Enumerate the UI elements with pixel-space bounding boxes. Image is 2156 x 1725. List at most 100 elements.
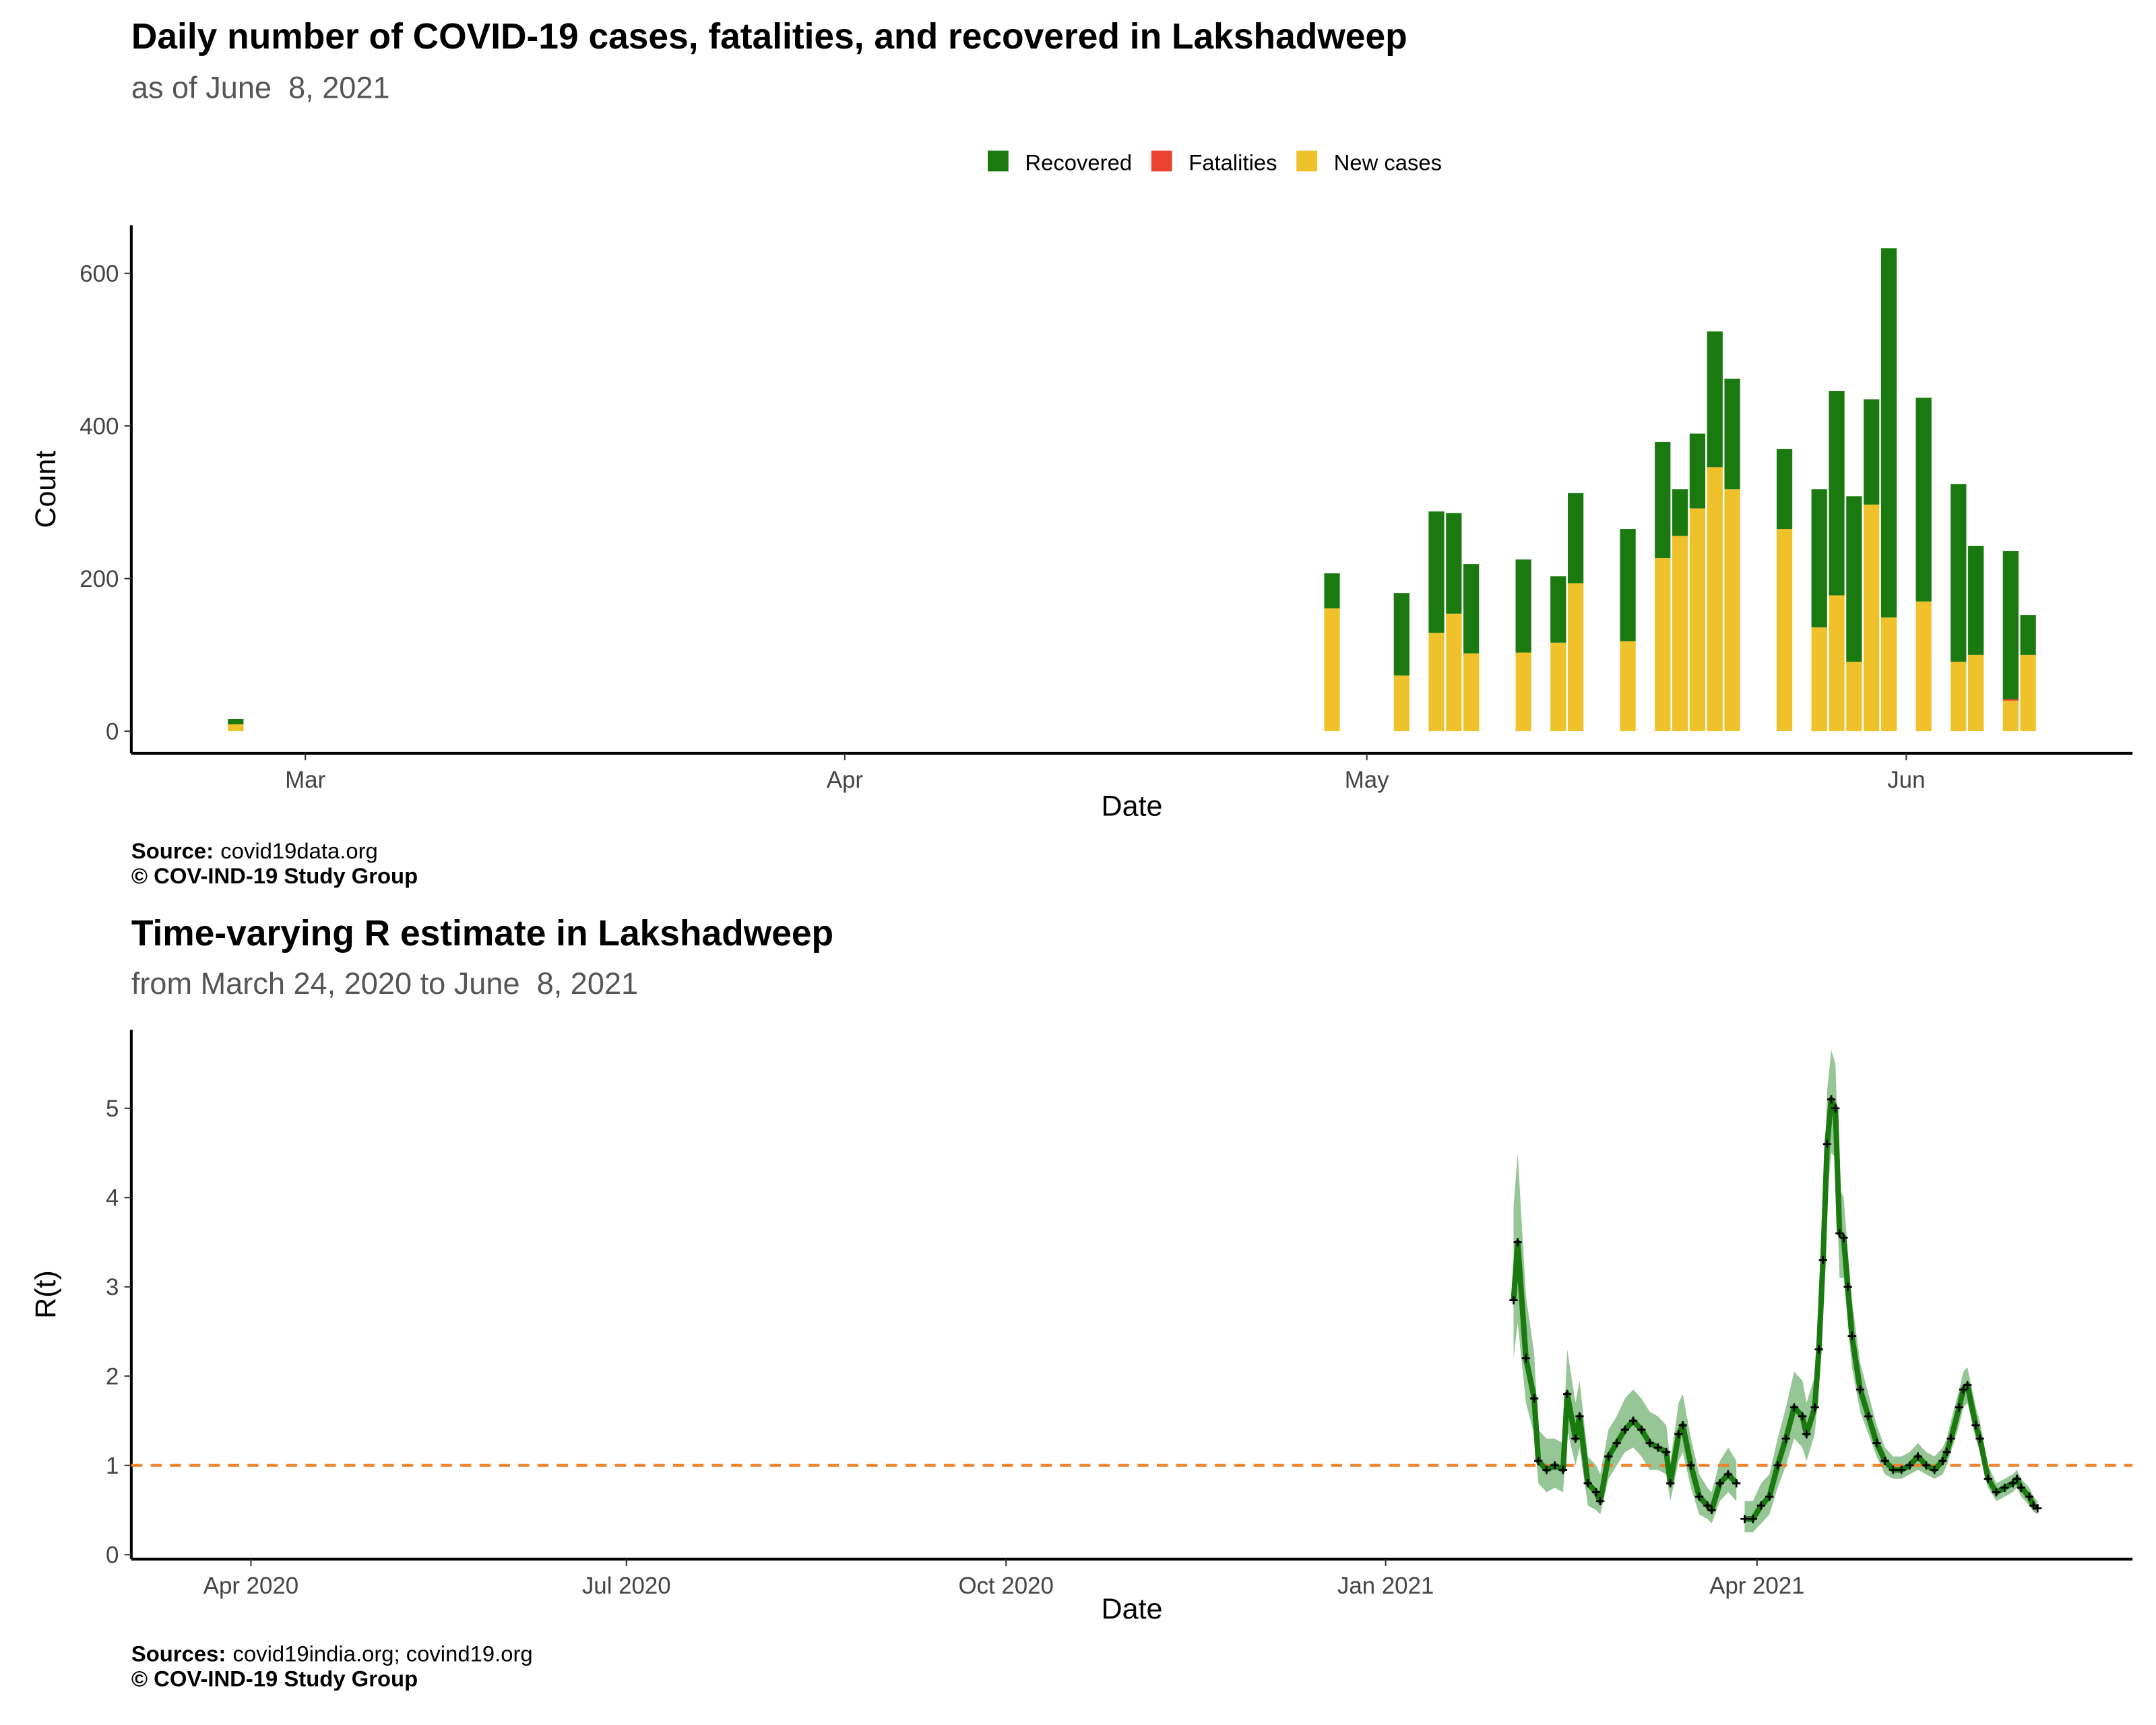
- point-marker: [1802, 1430, 1811, 1439]
- caption-label: Sources:: [131, 1641, 226, 1666]
- point-marker: [1595, 1497, 1605, 1505]
- point-marker: [2000, 1483, 2009, 1493]
- bar-segment: [1446, 613, 1462, 732]
- point-marker: [1963, 1381, 1972, 1389]
- bar-segment: [1446, 513, 1462, 614]
- point-marker: [1971, 1420, 1980, 1430]
- y-tick-label: 600: [80, 261, 119, 287]
- x-axis-label: Date: [1102, 1593, 1163, 1625]
- point-marker: [1818, 1255, 1827, 1265]
- bar-segment: [1393, 593, 1409, 676]
- caption-text: covid19india.org; covind19.org: [233, 1641, 533, 1666]
- point-marker: [1798, 1412, 1807, 1421]
- bar-segment: [1324, 608, 1340, 732]
- point-marker: [1922, 1461, 1931, 1470]
- point-marker: [1674, 1430, 1683, 1439]
- point-marker: [1575, 1412, 1584, 1421]
- x-tick-label: Apr 2020: [203, 1573, 298, 1599]
- point-marker: [1905, 1461, 1914, 1470]
- point-marker: [1889, 1466, 1898, 1474]
- point-marker: [1645, 1439, 1654, 1447]
- bar-segment: [1672, 489, 1688, 536]
- point-marker: [1872, 1439, 1881, 1447]
- point-marker: [1591, 1488, 1601, 1497]
- point-marker: [1835, 1229, 1844, 1238]
- point-marker: [1707, 1505, 1716, 1515]
- bar-segment: [1864, 504, 1880, 732]
- point-marker: [1781, 1434, 1790, 1443]
- confidence-band: [1744, 1050, 2038, 1533]
- point-marker: [1628, 1416, 1638, 1425]
- point-marker: [1678, 1420, 1687, 1430]
- bar-segment: [1567, 493, 1584, 584]
- bar-segment: [1655, 441, 1671, 559]
- point-marker: [1653, 1443, 1662, 1452]
- point-marker: [1637, 1425, 1646, 1434]
- bar-segment: [1811, 489, 1827, 628]
- y-tick-label: 1: [106, 1453, 119, 1479]
- point-marker: [1856, 1385, 1865, 1394]
- bar-segment: [1811, 627, 1827, 732]
- point-marker: [1620, 1425, 1630, 1434]
- point-marker: [1513, 1238, 1522, 1247]
- legend: Recovered Fatalities New cases: [988, 150, 1442, 175]
- x-tick-label: Apr 2021: [1709, 1573, 1804, 1599]
- bar-segment: [1880, 617, 1897, 732]
- point-marker: [1843, 1282, 1852, 1291]
- bar-segment: [2002, 700, 2019, 732]
- bar-segment: [1707, 467, 1723, 732]
- point-marker: [1942, 1447, 1951, 1457]
- bar-segment: [1393, 675, 1409, 732]
- point-marker: [1984, 1474, 1992, 1483]
- point-marker: [1897, 1466, 1906, 1474]
- legend-swatch: [1296, 150, 1318, 172]
- bar-segment: [228, 724, 244, 732]
- point-marker: [1955, 1403, 1964, 1412]
- bar-segment: [1620, 529, 1636, 641]
- point-marker: [1975, 1434, 1984, 1443]
- bar-segment: [1724, 378, 1740, 490]
- bar-segment: [1672, 536, 1688, 732]
- bar-segment: [1951, 662, 1967, 732]
- y-tick-label: 5: [106, 1096, 119, 1122]
- bar-segment: [1550, 642, 1566, 732]
- point-marker: [1992, 1488, 2001, 1497]
- bar-segment: [1846, 662, 1862, 732]
- legend-swatch: [988, 150, 1009, 172]
- bar-segment: [1776, 529, 1793, 732]
- bar-segment: [2020, 615, 2036, 655]
- legend-label: Fatalities: [1188, 150, 1277, 175]
- x-tick-label: Apr: [827, 767, 864, 793]
- point-marker: [1666, 1479, 1675, 1488]
- bar-segment: [228, 718, 244, 724]
- point-marker: [1789, 1403, 1799, 1412]
- point-marker: [1686, 1461, 1695, 1470]
- point-marker: [1831, 1104, 1840, 1112]
- point-marker: [1880, 1456, 1889, 1466]
- bar-segment: [1829, 595, 1845, 732]
- point-marker: [1822, 1139, 1832, 1148]
- r-line: [1744, 1096, 2039, 1522]
- bar-segment: [1550, 576, 1566, 643]
- point-marker: [1509, 1296, 1518, 1305]
- legend-label: Recovered: [1025, 150, 1132, 175]
- x-axis-label: Date: [1102, 790, 1163, 822]
- chart-subtitle: as of June 8, 2021: [131, 71, 390, 105]
- y-axis-label: R(t): [30, 1270, 62, 1319]
- y-tick-label: 2: [106, 1364, 119, 1390]
- bar-segment: [1689, 433, 1706, 509]
- point-marker: [1946, 1434, 1955, 1443]
- y-tick-label: 0: [106, 718, 119, 745]
- point-marker: [2033, 1504, 2042, 1513]
- point-marker: [1550, 1461, 1559, 1470]
- point-marker: [1765, 1492, 1774, 1501]
- caption: Sources: covid19india.org; covind19.org: [131, 1641, 533, 1666]
- bar-segment: [1864, 399, 1880, 505]
- caption-label: Source:: [131, 838, 214, 863]
- point-marker: [1839, 1233, 1848, 1243]
- point-marker: [1756, 1501, 1766, 1510]
- bar-segment: [1428, 633, 1445, 732]
- point-marker: [1913, 1452, 1922, 1461]
- bar-segment: [1515, 652, 1531, 732]
